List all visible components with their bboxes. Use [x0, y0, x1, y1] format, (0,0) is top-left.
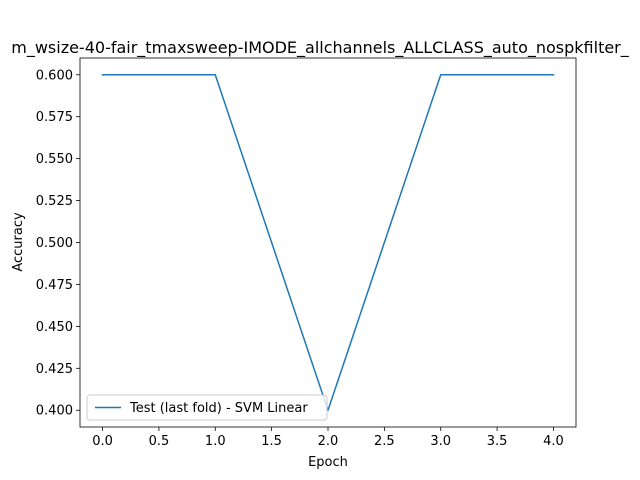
y-tick-label: 0.475: [36, 278, 73, 293]
x-tick-label: 0.0: [92, 434, 113, 449]
x-tick-label: 3.5: [487, 434, 508, 449]
x-tick-label: 3.0: [430, 434, 451, 449]
x-tick-label: 1.0: [205, 434, 226, 449]
legend: Test (last fold) - SVM Linear: [86, 394, 328, 421]
y-tick-label: 0.425: [36, 362, 73, 377]
y-tick-label: 0.525: [36, 194, 73, 209]
plot-area: 0.0 0.5 1.0 1.5 2.0 2.5 3.0 3.5 4.0 0.400 0.425 0.4…: [36, 57, 577, 449]
chart-title: m_wsize-40-fair_tmaxsweep-IMODE_allchann…: [11, 38, 630, 58]
x-tick-label: 2.0: [318, 434, 339, 449]
x-tick-label: 0.5: [149, 434, 170, 449]
x-tick-label: 4.0: [543, 434, 564, 449]
x-axis-label: Epoch: [308, 455, 348, 470]
x-tick-label: 2.5: [374, 434, 395, 449]
y-tick-label: 0.575: [36, 110, 73, 125]
legend-box: [86, 394, 328, 421]
legend-label: Test (last fold) - SVM Linear: [129, 401, 308, 416]
y-tick-label: 0.500: [36, 236, 73, 251]
y-tick-label: 0.600: [36, 68, 73, 83]
x-tick-label: 1.5: [261, 434, 282, 449]
axes-frame: [79, 57, 577, 428]
y-tick-label: 0.400: [36, 404, 73, 419]
y-tick-label: 0.550: [36, 152, 73, 167]
y-tick-label: 0.450: [36, 320, 73, 335]
series-line-0: [101, 74, 555, 411]
y-axis-label: Accuracy: [11, 212, 26, 272]
